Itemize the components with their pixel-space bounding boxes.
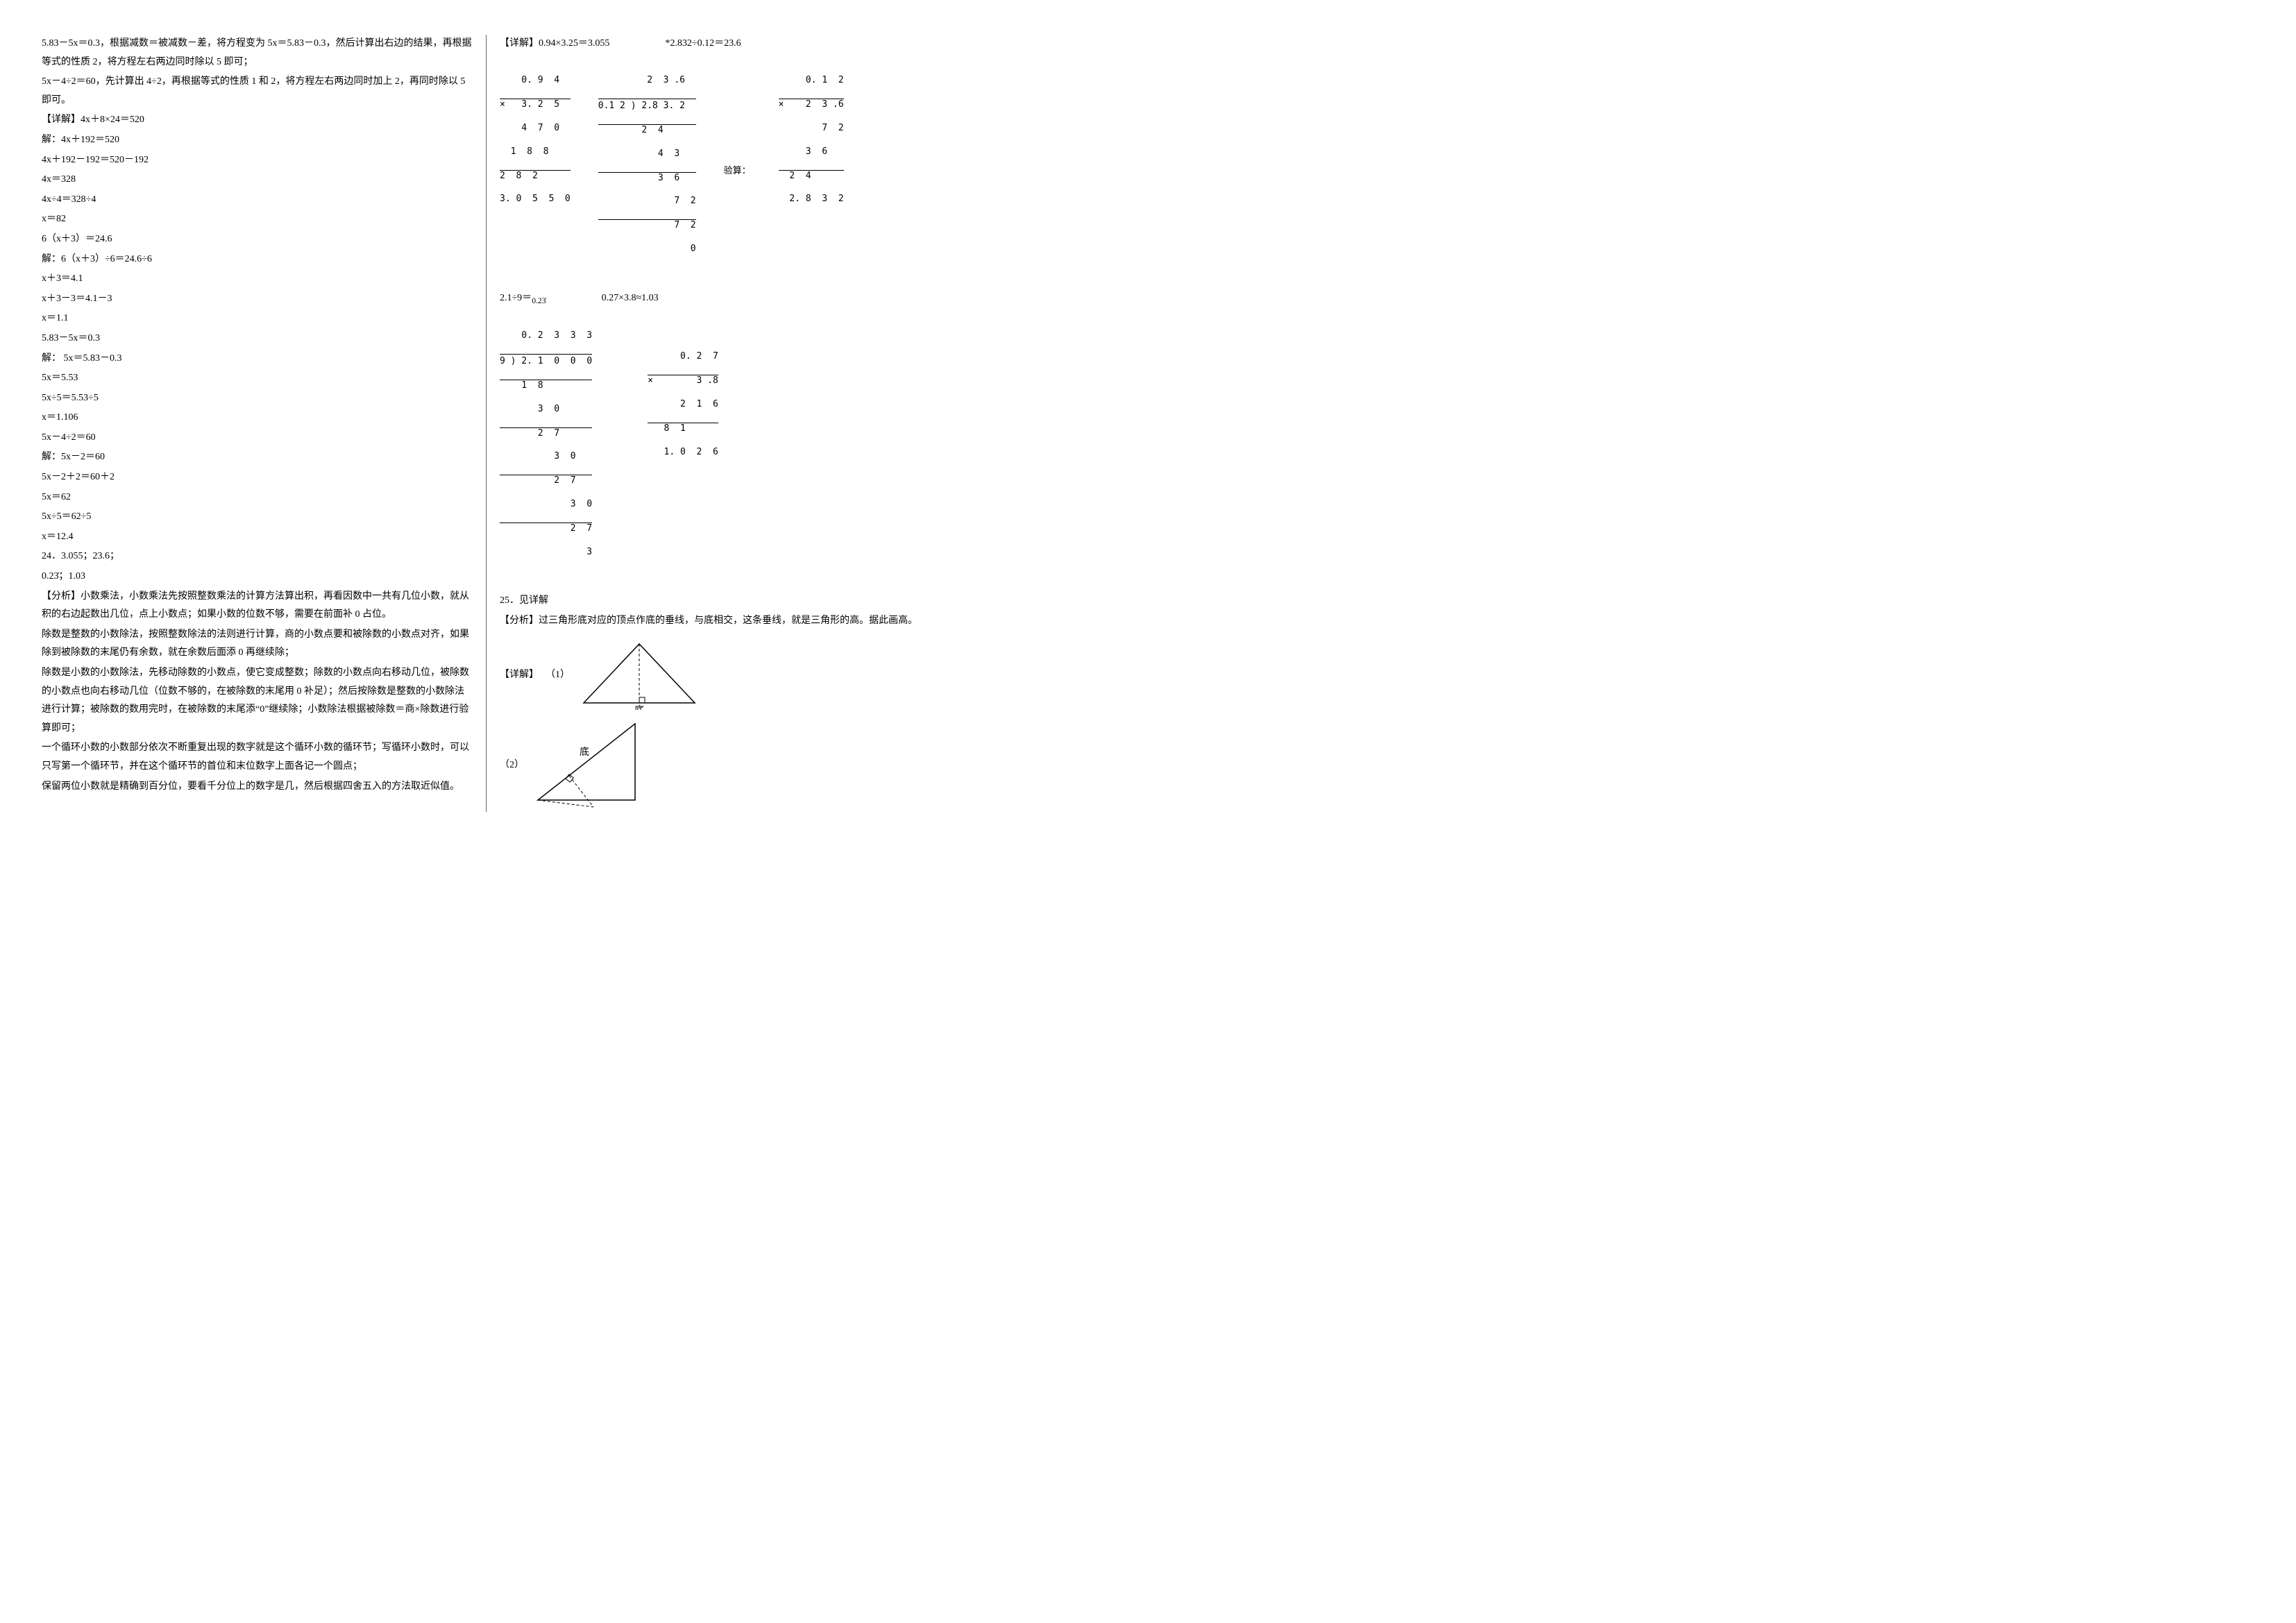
solution-step: x＝12.4 — [42, 528, 472, 547]
equation-title: 4x＋8×24＝520 — [81, 114, 144, 125]
solution-step: 5x÷5＝5.53÷5 — [42, 389, 472, 408]
vertical-multiplication-check: 0. 1 2 × 2 3 .6 7 2 3 6 2 4 2. 8 3 2 — [779, 64, 844, 229]
vm-row: 8 1 — [648, 423, 718, 435]
vd-row: 9 ) 2. 1 0 0 0 — [500, 354, 592, 368]
vm-row: 0. 2 7 — [648, 351, 718, 363]
validate-label: 验算： — [724, 162, 751, 180]
base-label: 底 — [580, 747, 589, 758]
solution-step: 解： 5x＝5.83－0.3 — [42, 350, 472, 368]
calc-expr: 0.94×3.25＝3.055 — [539, 38, 609, 49]
detail-label: 【详解】 — [500, 38, 539, 49]
vd-row: 2 7 — [500, 475, 592, 487]
analysis-text: 小数乘法，小数乘法先按照整数乘法的计算方法算出积，再看因数中一共有几位小数，就从… — [42, 591, 469, 620]
equation-title: 5x－4÷2＝60 — [42, 429, 472, 448]
solution-step: x＝1.1 — [42, 309, 472, 328]
calc-expr: 0.27×3.8≈1.03 — [602, 289, 659, 309]
solution-step: x＋3－3＝4.1－3 — [42, 290, 472, 309]
vd-row: 3 0 — [500, 499, 592, 511]
vm-row: 3 6 — [779, 146, 844, 158]
vd-row: 2 4 — [598, 124, 696, 137]
vd-row: 0.1 2 ) 2.8 3. 2 — [598, 99, 696, 112]
vm-row: 0. 1 2 — [779, 75, 844, 87]
solution-step: x＋3＝4.1 — [42, 270, 472, 289]
solution-step: 解：5x－2＝60 — [42, 448, 472, 467]
vd-row: 1 8 — [500, 380, 592, 392]
calc-result: 0.23̇ — [532, 296, 546, 305]
explain-text: 5x－4÷2＝60，先计算出 4÷2，再根据等式的性质 1 和 2，将方程左右两… — [42, 73, 472, 110]
detail-heading: 【详解】4x＋8×24＝520 — [42, 111, 472, 130]
base-label: 底 — [634, 705, 644, 710]
vd-row: 3 0 — [500, 451, 592, 463]
explain-text: 保留两位小数就是精确到百分位，要看千分位上的数字是几，然后根据四舍五入的方法取近… — [42, 778, 472, 797]
vd-row: 0. 2 3 3 3 — [500, 330, 592, 342]
vm-row: 2 8 2 — [500, 170, 571, 182]
detail-label: 【详解】 — [500, 666, 539, 685]
explain-text: 5.83－5x＝0.3，根据减数＝被减数－差，将方程变为 5x＝5.83－0.3… — [42, 35, 472, 71]
vm-row: 1 8 8 — [500, 146, 571, 158]
q24-answer: 24．3.055；23.6； — [42, 547, 472, 566]
q24-answer-b: 0.23̇；1.03 — [42, 568, 472, 586]
vd-row: 2 3 .6 — [598, 75, 696, 87]
solution-step: 5x＝62 — [42, 488, 472, 507]
analysis-text: 除数是小数的小数除法，先移动除数的小数点，使它变成整数；除数的小数点向右移动几位… — [42, 664, 472, 738]
analysis-text: 除数是整数的小数除法，按照整数除法的法则进行计算，商的小数点要和被除数的小数点对… — [42, 626, 472, 663]
triangle-diagram-2: 底 — [531, 720, 656, 810]
vd-row: 4 3 — [598, 148, 696, 160]
detail-heading: 【详解】0.94×3.25＝3.055 — [500, 35, 609, 53]
equation-title: 5.83－5x＝0.3 — [42, 330, 472, 348]
vm-row: 2 4 — [779, 170, 844, 182]
long-division: 2 3 .6 0.1 2 ) 2.8 3. 2 2 4 4 3 3 6 7 2 … — [598, 64, 696, 279]
equation-title: 6（x＋3）＝24.6 — [42, 230, 472, 249]
calc-expr: 2.1÷9＝0.23̇ — [500, 289, 546, 309]
vd-row: 0 — [598, 244, 696, 255]
solution-step: x＝1.106 — [42, 409, 472, 427]
vm-row: 1. 0 2 6 — [648, 447, 718, 459]
calc-expr: *2.832÷0.12＝23.6 — [665, 35, 741, 53]
solution-step: 5x－2＋2＝60＋2 — [42, 468, 472, 487]
vd-row: 3 0 — [500, 404, 592, 416]
vd-row: 2 7 — [500, 522, 592, 535]
solution-step: 4x÷4＝328÷4 — [42, 191, 472, 210]
calc-lhs: 2.1÷9＝ — [500, 293, 532, 303]
vm-row: 3. 0 5 5 0 — [500, 194, 571, 205]
solution-step: 解：4x＋192＝520 — [42, 131, 472, 150]
vm-row: 4 7 0 — [500, 123, 571, 135]
triangle-diagram-1: 底 — [577, 640, 702, 710]
explain-text: 一个循环小数的小数部分依次不断重复出现的数字就是这个循环小数的循环节；写循环小数… — [42, 739, 472, 776]
vertical-multiplication: 0. 9 4 × 3. 2 5 4 7 0 1 8 8 2 8 2 3. 0 5… — [500, 64, 571, 229]
analysis-heading: 【分析】小数乘法，小数乘法先按照整数乘法的计算方法算出积，再看因数中一共有几位小… — [42, 588, 472, 624]
analysis-label: 【分析】 — [500, 615, 539, 626]
solution-step: 4x＝328 — [42, 171, 472, 189]
detail-label: 【详解】 — [42, 114, 81, 125]
vertical-multiplication: 0. 2 7 × 3 .8 2 1 6 8 1 1. 0 2 6 — [648, 340, 718, 482]
vd-row: 3 6 — [598, 172, 696, 185]
solution-step: 5x÷5＝62÷5 — [42, 508, 472, 527]
triangle-number: （1） — [546, 666, 570, 685]
vm-row: × 3. 2 5 — [500, 99, 571, 111]
vd-row: 2 7 — [500, 427, 592, 440]
analysis-text: 过三角形底对应的顶点作底的垂线，与底相交，这条垂线，就是三角形的高。据此画高。 — [539, 615, 918, 626]
vm-row: 2 1 6 — [648, 399, 718, 411]
solution-step: 4x＋192－192＝520－192 — [42, 151, 472, 170]
vd-row: 7 2 — [598, 196, 696, 207]
solution-step: 解：6（x＋3）÷6＝24.6÷6 — [42, 250, 472, 269]
triangle-number: （2） — [500, 756, 524, 775]
vm-row: 2. 8 3 2 — [779, 194, 844, 205]
analysis-heading: 【分析】过三角形底对应的顶点作底的垂线，与底相交，这条垂线，就是三角形的高。据此… — [500, 612, 930, 631]
solution-step: x＝82 — [42, 210, 472, 229]
vm-row: 0. 9 4 — [500, 75, 571, 87]
q25-answer: 25．见详解 — [500, 592, 930, 611]
vm-row: × 3 .8 — [648, 375, 718, 387]
solution-step: 5x＝5.53 — [42, 369, 472, 388]
vm-row: × 2 3 .6 — [779, 99, 844, 111]
analysis-label: 【分析】 — [42, 591, 81, 602]
vm-row: 7 2 — [779, 123, 844, 135]
vd-row: 3 — [500, 547, 592, 559]
long-division: 0. 2 3 3 3 9 ) 2. 1 0 0 0 1 8 3 0 2 7 3 … — [500, 319, 592, 582]
vd-row: 7 2 — [598, 219, 696, 232]
